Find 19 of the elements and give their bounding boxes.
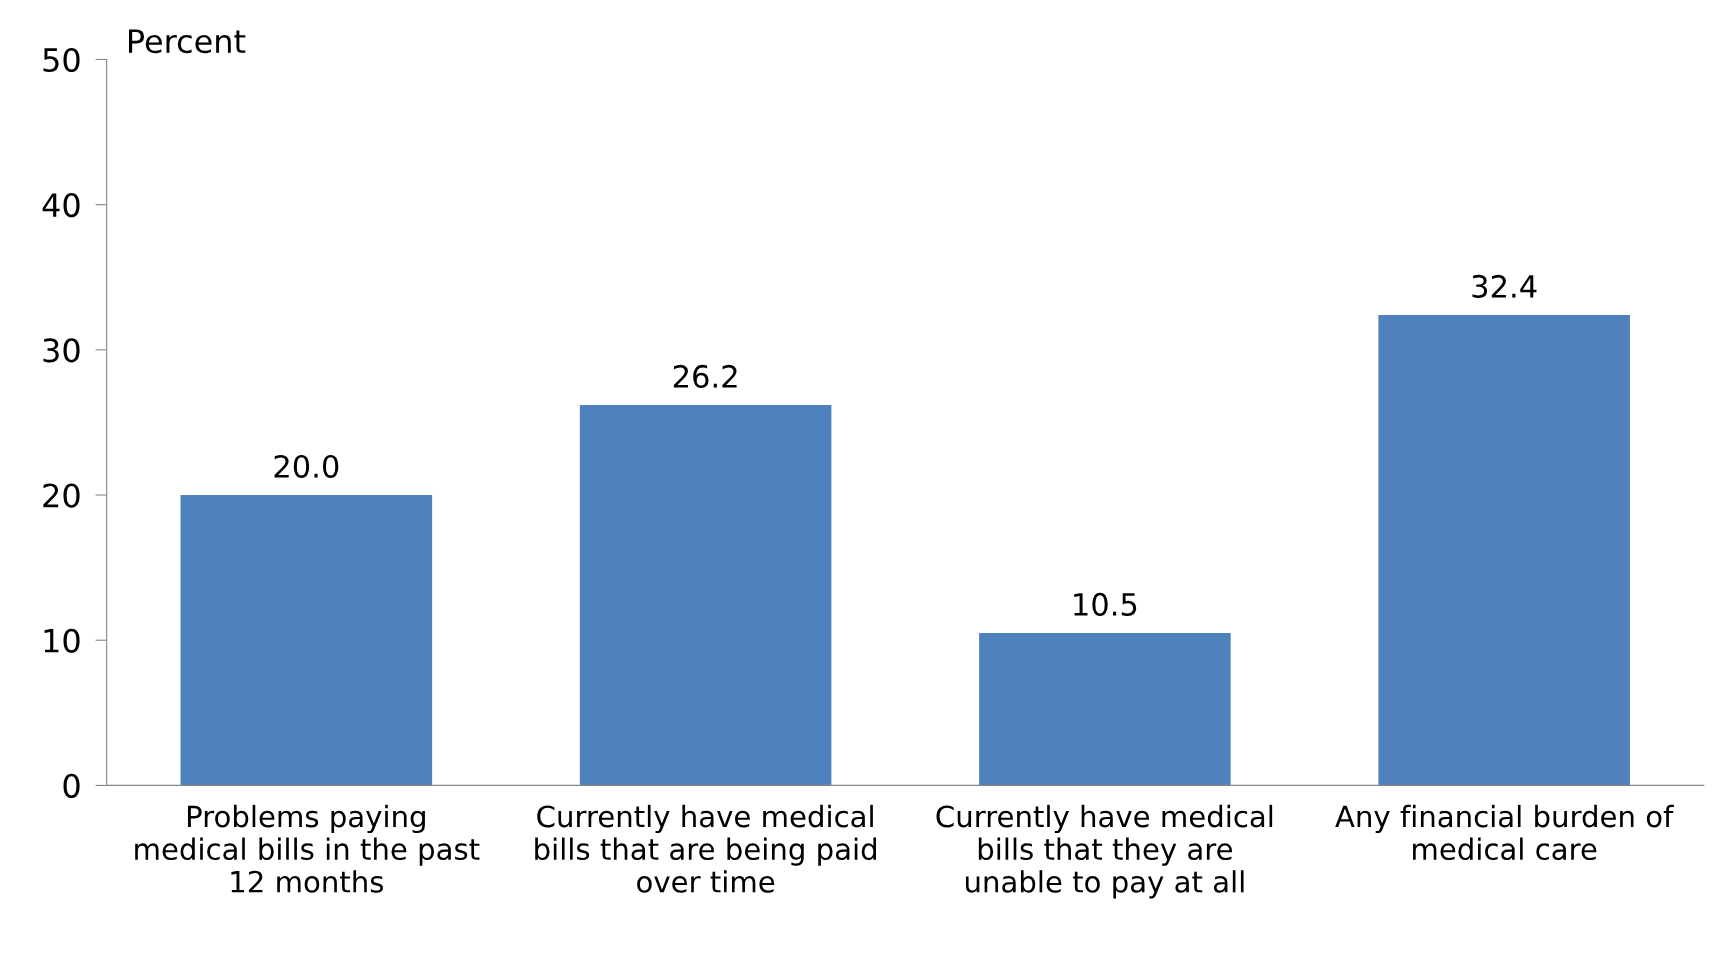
y-tick-label: 10 <box>44 628 80 653</box>
y-tick-label: 30 <box>43 338 80 363</box>
data-label: 32.4 <box>1472 274 1537 298</box>
x-tick-label: Any financial burden of medical care <box>1335 804 1674 861</box>
bar <box>1378 315 1630 786</box>
y-axis-title: Percent <box>129 29 246 54</box>
x-tick-label: Problems paying medical bills in the past 12 months <box>135 804 480 893</box>
data-label: 10.5 <box>1074 592 1137 616</box>
y-tick-label: 0 <box>63 773 80 799</box>
x-tick-label: Currently have medical bills that are being paid over time <box>535 804 876 893</box>
y-tick-label: 20 <box>43 483 80 508</box>
y-tick-label: 40 <box>42 193 80 218</box>
bar <box>979 632 1231 786</box>
bar <box>180 495 433 786</box>
data-label: 26.2 <box>673 364 737 388</box>
bar <box>579 405 832 786</box>
y-tick-label: 50 <box>43 47 80 73</box>
x-tick-label: Currently have medical bills that they are unable to pay at all <box>936 804 1273 899</box>
data-label: 20.0 <box>274 454 339 478</box>
